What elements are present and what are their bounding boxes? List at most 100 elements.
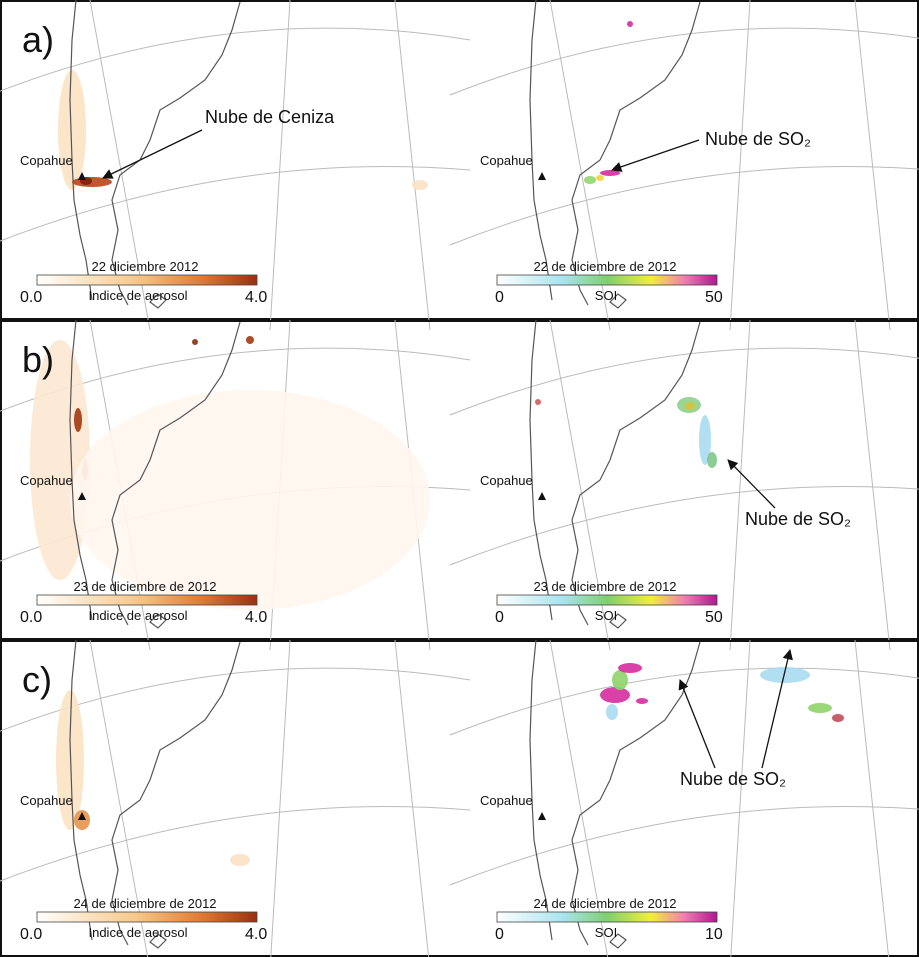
graticule [394,0,431,331]
volcano-label: Copahue [20,153,73,168]
panel-border [0,320,919,640]
graticule [449,27,919,96]
colorbar-max: 4.0 [245,926,267,943]
plume [74,408,82,432]
coastline [69,639,241,949]
graticule [729,319,751,651]
colorbar-min: 0.0 [20,609,42,626]
colorbar-max: 50 [705,289,723,306]
map [0,0,471,331]
colorbar-scale: Indice de aerosol [88,608,187,623]
colorbar-date: 24 de diciembre de 2012 [73,896,216,911]
plume [808,703,832,713]
panel-label: b) [22,339,54,380]
plume [72,177,112,187]
graticule [449,806,919,886]
panel-border [0,0,919,320]
graticule [270,639,291,957]
graticule [854,319,891,651]
graticule [854,0,891,331]
colorbar-min: 0.0 [20,289,42,306]
volcano-marker [538,492,546,500]
graticule [0,806,471,882]
colorbar-min: 0 [495,609,504,626]
colorbar-max: 10 [705,926,723,943]
colorbar [36,594,258,606]
colorbar-scale: SOI [595,925,617,940]
arrow [611,139,700,172]
colorbar [36,274,258,286]
volcano-label: Copahue [20,793,73,808]
plume [832,714,844,722]
plume [584,176,596,184]
coastline [69,0,241,309]
plume [192,339,198,345]
colorbar-max: 50 [705,609,723,626]
arrow [761,648,793,769]
panel-border [0,640,919,957]
arrow [727,459,776,509]
volcano-label: Copahue [480,473,533,488]
coastline [69,319,241,629]
colorbar-min: 0 [495,926,504,943]
panel: b) Copahue 23 de diciembre de 2012 0.0 Indic… [0,319,919,651]
plume [58,70,86,190]
graticule [729,0,751,331]
plume [70,390,430,610]
graticule [730,639,751,957]
plume [230,854,250,866]
panel-label: a) [22,19,54,60]
coastline [529,319,701,629]
volcano-marker [538,812,546,820]
annotation: Nube de SO₂ [745,509,851,529]
colorbar-date: 23 de diciembre de 2012 [533,579,676,594]
colorbar-date: 22 diciembre 2012 [92,259,199,274]
colorbar-scale: Indice de aerosol [88,288,187,303]
plume [618,663,642,673]
panel: a) Copahue 22 diciembre 2012 0.0 Indice de a… [0,0,919,331]
colorbar-max: 4.0 [245,289,267,306]
graticule [449,166,919,246]
plume [707,452,717,468]
arrow [102,129,203,179]
volcano-label: Copahue [480,793,533,808]
arrow [678,679,716,769]
plume [596,175,604,181]
plume [412,180,428,190]
map [449,319,919,651]
plume [760,667,810,683]
colorbar [496,594,718,606]
plume [636,698,648,704]
annotation: Nube de Ceniza [205,107,335,127]
graticule [854,639,890,957]
annotation: Nube de SO₂ [680,769,786,789]
colorbar-scale: SOI [595,608,617,623]
colorbar-max: 4.0 [245,609,267,626]
volcano-marker [78,492,86,500]
graticule [394,639,430,957]
volcano-marker [78,172,86,180]
colorbar-date: 22 de diciembre de 2012 [533,259,676,274]
colorbar [496,274,718,286]
graticule [269,0,291,331]
plume [56,690,84,830]
volcano-label: Copahue [480,153,533,168]
panel-label: c) [22,659,52,700]
volcano-marker [538,172,546,180]
plume [685,402,695,410]
plume [535,399,541,405]
graticule [449,667,919,736]
coastline [529,639,701,949]
graticule [0,166,471,242]
volcano-label: Copahue [20,473,73,488]
colorbar-date: 23 de diciembre de 2012 [73,579,216,594]
colorbar-min: 0 [495,289,504,306]
volcano-marker [78,812,86,820]
colorbar-scale: SOI [595,288,617,303]
plume [600,170,620,176]
coastline [529,0,701,309]
panel: c) Copahue 24 de diciembre de 2012 0.0 Indic… [0,639,919,957]
plume [627,21,633,27]
plume [600,687,630,703]
